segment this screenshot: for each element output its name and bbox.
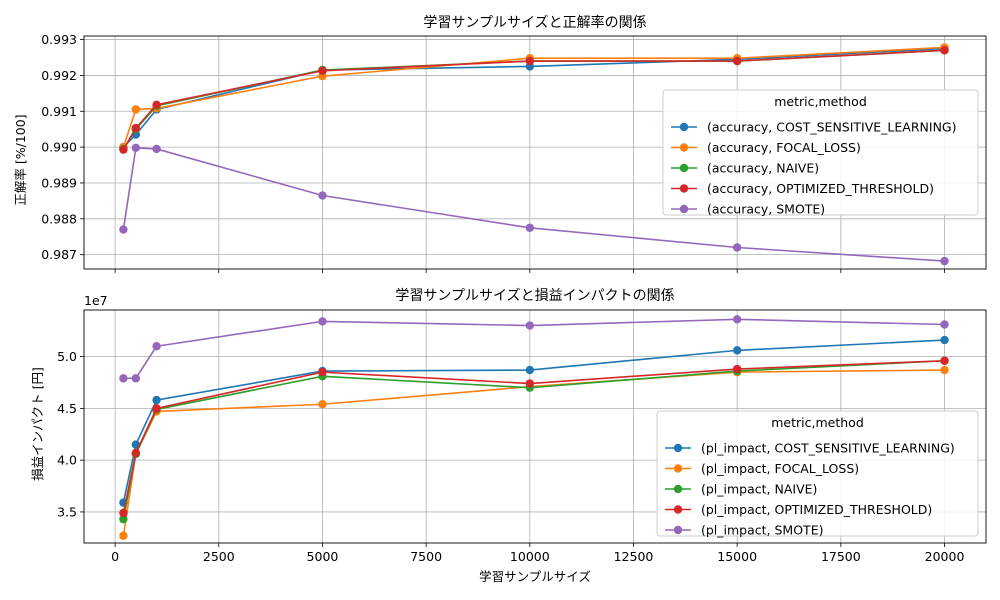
accuracy-chart-title: 学習サンプルサイズと正解率の関係 (423, 14, 646, 31)
pl-impact-chart-title: 学習サンプルサイズと損益インパクトの関係 (395, 288, 674, 304)
accuracy-legend-box (662, 89, 979, 216)
pl-impact-legend-label-focal-loss: (pl_impact, FOCAL_LOSS) (701, 461, 859, 476)
accuracy-point-focal-loss (131, 105, 141, 114)
pl-impact-x-tick-label: 2500 (203, 549, 235, 564)
accuracy-legend-marker-naive (679, 163, 689, 173)
pl-impact-legend-label-naive: (pl_impact, NAIVE) (701, 482, 817, 497)
pl-impact-series-smote (119, 315, 949, 383)
pl-impact-point-smote (525, 321, 535, 330)
pl-impact-legend-marker-optimized-threshold (673, 505, 683, 514)
accuracy-legend-label-focal-loss: (accuracy, FOCAL_LOSS) (707, 140, 861, 155)
accuracy-point-optimized-threshold (940, 46, 949, 55)
accuracy-series-smote (119, 143, 949, 266)
pl-impact-point-smote (940, 320, 949, 329)
pl-impact-legend-title: metric,method (771, 415, 864, 430)
pl-impact-legend-label-optimized-threshold: (pl_impact, OPTIMIZED_THRESHOLD) (701, 502, 932, 517)
pl-impact-point-naive (119, 514, 128, 524)
accuracy-legend-label-optimized-threshold: (accuracy, OPTIMIZED_THRESHOLD) (707, 181, 934, 196)
pl-impact-point-optimized-threshold (940, 356, 949, 365)
pl-impact-point-smote (131, 374, 141, 383)
pl-impact-legend-marker-naive (673, 484, 683, 494)
pl-impact-y-tick-label: 5.0 (57, 349, 77, 364)
pl-impact-point-optimized-threshold (318, 367, 327, 377)
accuracy-point-smote (732, 243, 742, 252)
accuracy-point-smote (119, 225, 128, 234)
shared-x-axis-label: 学習サンプルサイズ (479, 569, 591, 584)
accuracy-y-tick-label: 0.992 (41, 68, 77, 83)
pl-impact-x-tick-label: 10000 (510, 549, 550, 564)
pl-impact-point-smote (152, 342, 161, 351)
pl-impact-x-tick-label: 15000 (717, 549, 757, 564)
accuracy-legend-marker-smote (679, 204, 689, 214)
pl-impact-point-cost-sensitive-learning (152, 395, 161, 405)
accuracy-legend-marker-focal-loss (679, 143, 689, 152)
accuracy-point-smote (152, 144, 161, 154)
accuracy-legend-title: metric,method (774, 94, 867, 109)
pl-impact-point-focal-loss (119, 531, 128, 540)
pl-impact-point-cost-sensitive-learning (732, 346, 742, 355)
pl-impact-point-cost-sensitive-learning (525, 365, 535, 375)
accuracy-point-smote (940, 256, 949, 266)
pl-impact-x-tick-label: 0 (111, 549, 119, 564)
pl-impact-chart: 0 2500 5000 7500 10000 12500 15000 17500 20000 3.… (57, 309, 987, 564)
accuracy-point-optimized-threshold (152, 100, 161, 110)
pl-impact-x-tick-label: 12500 (614, 549, 654, 564)
pl-impact-point-smote (119, 374, 128, 383)
pl-impact-point-optimized-threshold (525, 379, 535, 388)
accuracy-point-optimized-threshold (525, 56, 535, 66)
accuracy-plot-frame (83, 35, 987, 270)
accuracy-legend-label-smote: (accuracy, SMOTE) (707, 202, 825, 217)
accuracy-chart: 0.987 0.988 0.989 0.990 0.991 0.992 0.993 metri… (41, 32, 987, 273)
pl-impact-legend-label-cost-sensitive-learning: (pl_impact, COST_SENSITIVE_LEARNING) (701, 441, 955, 456)
accuracy-legend-marker-optimized-threshold (679, 184, 689, 193)
accuracy-legend-label-cost-sensitive-learning: (accuracy, COST_SENSITIVE_LEARNING) (707, 120, 956, 135)
pl-impact-point-focal-loss (318, 400, 327, 409)
accuracy-legend-label-naive: (accuracy, NAIVE) (707, 161, 819, 176)
pl-impact-legend: metric,method (pl_impact, COST_SENSITIVE_… (656, 410, 979, 538)
accuracy-y-axis-label: 正解率 [%/100] (13, 114, 28, 205)
accuracy-legend: metric,method (accuracy, COST_SENSITIVE_L… (662, 89, 979, 217)
pl-impact-point-cost-sensitive-learning (940, 335, 949, 345)
pl-impact-legend-marker-cost-sensitive-learning (673, 443, 683, 453)
pl-impact-y-tick-label: 4.0 (57, 453, 77, 468)
pl-impact-point-smote (318, 317, 327, 326)
pl-impact-legend-box (656, 410, 979, 537)
accuracy-point-smote (131, 143, 141, 153)
accuracy-y-tick-label: 0.988 (41, 211, 77, 226)
pl-impact-plot-frame (83, 309, 987, 544)
pl-impact-point-optimized-threshold (119, 508, 128, 518)
pl-impact-point-focal-loss (940, 365, 949, 375)
accuracy-legend-marker-cost-sensitive-learning (679, 122, 689, 132)
pl-impact-y-axis-label: 損益インパクト [円] (30, 367, 45, 481)
pl-impact-legend-marker-focal-loss (673, 464, 683, 473)
accuracy-point-optimized-threshold (131, 123, 141, 133)
pl-impact-legend-marker-smote (673, 525, 683, 535)
pl-impact-point-smote (732, 315, 742, 324)
accuracy-point-optimized-threshold (732, 56, 742, 66)
pl-impact-point-optimized-threshold (131, 448, 141, 458)
pl-impact-x-tick-label: 5000 (307, 549, 339, 564)
pl-impact-x-tick-label: 17500 (821, 549, 861, 564)
accuracy-y-tick-label: 0.993 (41, 32, 77, 47)
accuracy-point-smote (318, 191, 327, 200)
pl-impact-y-tick-label: 4.5 (57, 401, 77, 416)
accuracy-point-optimized-threshold (318, 66, 327, 75)
accuracy-series-optimized-threshold (119, 46, 949, 154)
pl-impact-legend-label-smote: (pl_impact, SMOTE) (701, 523, 823, 538)
pl-impact-x-tick-label: 7500 (410, 549, 442, 564)
accuracy-y-tick-label: 0.987 (41, 247, 77, 262)
pl-impact-point-optimized-threshold (152, 404, 161, 413)
accuracy-y-tick-label: 0.989 (41, 175, 77, 190)
accuracy-point-smote (525, 223, 535, 232)
accuracy-y-tick-label: 0.990 (41, 140, 77, 155)
accuracy-y-tick-label: 0.991 (41, 104, 77, 119)
pl-impact-x-tick-label: 20000 (925, 549, 965, 564)
pl-impact-y-offset-text: 1e7 (84, 293, 108, 308)
pl-impact-series-optimized-threshold (119, 356, 949, 518)
pl-impact-point-optimized-threshold (732, 364, 742, 374)
accuracy-point-optimized-threshold (119, 145, 128, 154)
pl-impact-y-tick-label: 3.5 (57, 504, 77, 519)
